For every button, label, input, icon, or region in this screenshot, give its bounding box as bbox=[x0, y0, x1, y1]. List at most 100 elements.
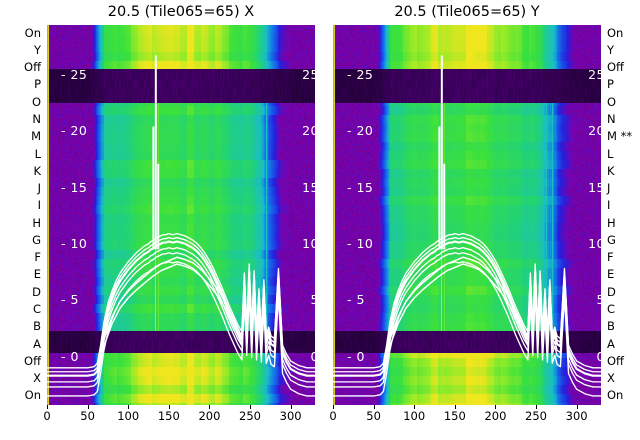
dipole-label-left-3: P bbox=[34, 77, 41, 92]
dipole-label-right-19: Off bbox=[607, 353, 624, 368]
y-tick-panel-left-right-5: 25 bbox=[302, 66, 315, 82]
y-tick-panel-right-left-4: - 20 bbox=[347, 123, 374, 139]
waterfall-panel-x[interactable]: - 0 0 - 5 5 - 10 10 - 15 15 - 20 20 - 25 25 bbox=[47, 25, 315, 405]
spectrum-overlay-y bbox=[333, 25, 601, 405]
x-tick-label: 50 bbox=[366, 409, 381, 423]
x-tick-label: 150 bbox=[443, 409, 466, 423]
x-tick-label: 200 bbox=[198, 409, 221, 423]
spectrum-overlay-x bbox=[47, 25, 315, 405]
dipole-label-right-15: D bbox=[607, 284, 616, 299]
y-tick-panel-right-right-0: 0 bbox=[597, 350, 601, 364]
y-tick-panel-right-right-1: 5 bbox=[597, 294, 601, 307]
y-tick-panel-left-right-3: 15 bbox=[302, 179, 315, 195]
dipole-label-left-7: L bbox=[34, 146, 41, 161]
x-tick-label: 250 bbox=[525, 409, 547, 423]
panel-title-x: 20.5 (Tile065=65) X bbox=[107, 4, 255, 20]
x-tick-label: 0 bbox=[43, 409, 51, 423]
spectrum-trace-5 bbox=[47, 261, 315, 397]
dipole-label-right-12: G bbox=[607, 232, 616, 247]
dipole-label-left-20: X bbox=[33, 371, 41, 386]
dipole-label-right-6: M ** bbox=[607, 129, 633, 144]
dipole-label-right-8: K bbox=[607, 163, 615, 178]
spectrum-trace-4 bbox=[333, 232, 601, 369]
y-tick-panel-right-right-2: 10 bbox=[588, 235, 601, 251]
spectrum-trace-lower-0 bbox=[96, 256, 243, 372]
y-tick-panel-left-right-2: 10 bbox=[302, 235, 315, 251]
dipole-label-left-21: On bbox=[24, 388, 41, 403]
y-tick-panel-left-left-3: - 15 bbox=[61, 179, 88, 195]
dipole-label-right-21: On bbox=[607, 388, 624, 403]
spectrum-trace-5 bbox=[333, 261, 601, 397]
dipole-label-right-20: X bbox=[607, 371, 615, 386]
dipole-label-right-9: J bbox=[607, 181, 611, 196]
x-tick-mark bbox=[373, 405, 375, 409]
dipole-label-left-6: M bbox=[31, 129, 41, 144]
dipole-label-left-10: I bbox=[37, 198, 41, 213]
y-tick-panel-right-left-3: - 15 bbox=[347, 179, 374, 195]
x-tick-mark bbox=[536, 405, 538, 409]
dipole-label-left-16: C bbox=[32, 302, 41, 316]
dipole-label-right-0: On bbox=[607, 25, 624, 40]
dipole-label-left-19: Off bbox=[24, 353, 41, 368]
x-axis-left: 0 50 100 150 200 250 300 bbox=[43, 405, 315, 440]
dipole-label-left-1: Y bbox=[33, 42, 41, 57]
y-tick-panel-left-left-5: - 25 bbox=[61, 66, 88, 82]
dipole-label-right-2: Off bbox=[607, 60, 624, 75]
x-tick-label: 0 bbox=[329, 409, 337, 423]
dipole-label-left-4: O bbox=[31, 94, 41, 109]
waterfall-panel-y[interactable]: - 0 0 - 5 5 - 10 10 - 15 15 - 20 20 - 25 25 bbox=[333, 25, 601, 405]
dipole-label-right-5: N bbox=[607, 112, 616, 126]
x-tick-mark bbox=[290, 405, 292, 409]
x-tick-label: 300 bbox=[565, 409, 588, 423]
x-tick-label: 50 bbox=[80, 409, 95, 423]
y-tick-panel-left-left-4: - 20 bbox=[61, 123, 88, 139]
dipole-label-right-11: H bbox=[607, 215, 616, 230]
dipole-label-left-18: A bbox=[33, 336, 41, 351]
y-tick-panel-left-right-0: 0 bbox=[311, 350, 315, 364]
dipole-label-left-5: N bbox=[32, 112, 41, 126]
y-tick-panel-right-left-5: - 25 bbox=[347, 66, 374, 82]
dipole-label-right-13: F bbox=[607, 250, 614, 265]
x-tick-mark bbox=[495, 405, 497, 409]
y-tick-panel-left-left-1: - 5 bbox=[61, 292, 79, 308]
dipole-label-right-14: E bbox=[607, 267, 615, 282]
dipole-label-right-1: Y bbox=[607, 42, 615, 57]
x-tick-mark bbox=[454, 405, 456, 409]
x-tick-mark bbox=[47, 405, 48, 409]
dipole-axis-left: On Y Off P O N M L K J I H G F E D C B A Off X On bbox=[0, 25, 45, 405]
x-tick-mark bbox=[333, 405, 334, 409]
dipole-label-right-17: B bbox=[607, 319, 615, 334]
y-tick-panel-right-left-1: - 5 bbox=[347, 292, 365, 308]
dipole-label-left-2: Off bbox=[24, 60, 41, 75]
y-tick-panel-right-right-4: 20 bbox=[588, 123, 601, 139]
x-tick-mark bbox=[87, 405, 89, 409]
x-tick-mark bbox=[128, 405, 130, 409]
dipole-label-right-16: C bbox=[607, 302, 616, 316]
y-tick-panel-left-right-4: 20 bbox=[302, 123, 315, 139]
dipole-label-left-12: G bbox=[32, 232, 41, 247]
dipole-label-right-18: A bbox=[607, 336, 615, 351]
spectrum-trace-lower-0 bbox=[382, 256, 529, 372]
x-tick-label: 250 bbox=[239, 409, 261, 423]
x-tick-label: 300 bbox=[279, 409, 302, 423]
y-tick-panel-right-right-5: 25 bbox=[588, 66, 601, 82]
x-tick-label: 150 bbox=[157, 409, 180, 423]
dipole-label-right-4: O bbox=[607, 94, 617, 109]
y-tick-panel-right-left-0: - 0 bbox=[347, 348, 365, 364]
y-tick-panel-left-left-0: - 0 bbox=[61, 348, 79, 364]
dipole-label-left-15: D bbox=[32, 284, 41, 299]
x-tick-mark bbox=[168, 405, 170, 409]
dipole-label-right-3: P bbox=[607, 77, 614, 92]
y-tick-panel-left-left-2: - 10 bbox=[61, 235, 88, 251]
spectrum-trace-lower-1 bbox=[382, 263, 529, 379]
dipole-label-right-7: L bbox=[607, 146, 614, 161]
x-tick-mark bbox=[209, 405, 211, 409]
dipole-label-left-11: H bbox=[32, 215, 41, 230]
y-tick-panel-right-left-2: - 10 bbox=[347, 235, 374, 251]
x-axis-right: 0 50 100 150 200 250 300 bbox=[329, 405, 601, 440]
x-tick-label: 100 bbox=[117, 409, 140, 423]
x-tick-mark bbox=[414, 405, 416, 409]
dipole-label-left-8: K bbox=[33, 163, 41, 178]
y-tick-panel-right-right-3: 15 bbox=[588, 179, 601, 195]
